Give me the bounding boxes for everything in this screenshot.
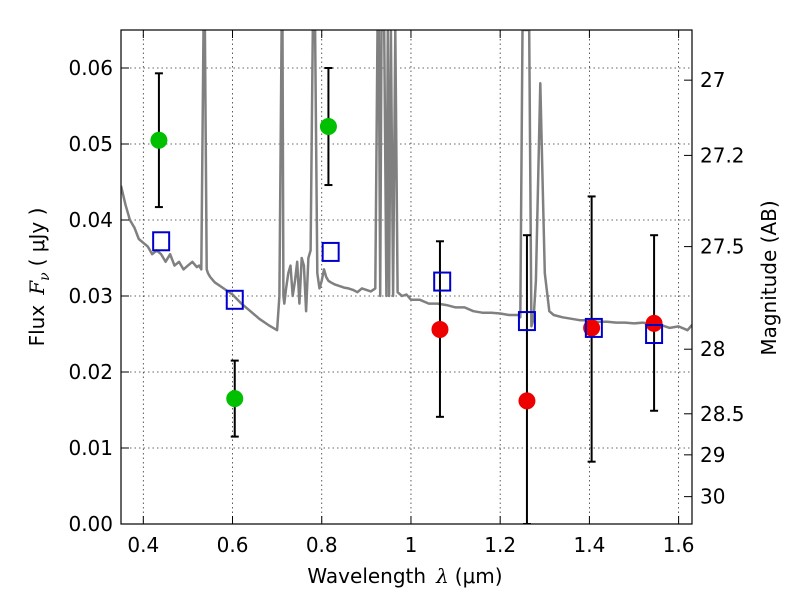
x-tick-label: 0.4 bbox=[127, 533, 159, 557]
y-tick-label: 0.06 bbox=[68, 56, 113, 80]
model-flux-square bbox=[645, 324, 664, 344]
y-tick-label: 0.03 bbox=[68, 284, 113, 308]
model-flux-square bbox=[152, 231, 171, 252]
x-tick-label: 0.8 bbox=[306, 533, 338, 557]
model-flux-square bbox=[584, 317, 603, 338]
model-flux-square bbox=[321, 241, 340, 262]
x-tick-label: 0.6 bbox=[217, 533, 249, 557]
x-axis-title-symbol: λ bbox=[435, 564, 449, 588]
marker-layer bbox=[150, 118, 664, 410]
tick-layer bbox=[121, 30, 692, 525]
x-axis-title-unit: (μm) bbox=[455, 564, 503, 588]
y-axis-title-subscript: ν bbox=[37, 272, 53, 281]
x-tick-label: 1.2 bbox=[484, 533, 516, 557]
y2-axis-title: Magnitude (AB) bbox=[757, 200, 781, 355]
plot-frame bbox=[120, 29, 693, 525]
y2-tick-label: 27.5 bbox=[700, 235, 745, 259]
x-tick-label: 1.6 bbox=[663, 533, 695, 557]
model-spectrum-line bbox=[121, 30, 692, 332]
y-tick-label: 0.01 bbox=[68, 436, 113, 460]
grid-layer bbox=[121, 30, 692, 524]
x-axis-title-prefix: Wavelength bbox=[307, 564, 426, 588]
y-tick-label: 0.04 bbox=[68, 208, 113, 232]
photometry-point bbox=[319, 118, 337, 136]
photometry-point bbox=[150, 131, 168, 149]
y-axis-title: Flux Fν ( μJy ) bbox=[25, 208, 53, 347]
photometry-point bbox=[431, 320, 449, 338]
y2-tick-label: 27.2 bbox=[700, 143, 745, 167]
x-axis-title: Wavelength λ (μm) bbox=[307, 564, 502, 588]
y-tick-label: 0.00 bbox=[68, 512, 113, 536]
x-tick-label: 1.4 bbox=[573, 533, 605, 557]
photometry-point bbox=[645, 314, 663, 332]
y2-tick-label: 29 bbox=[700, 443, 725, 467]
y2-tick-label: 28.5 bbox=[700, 402, 745, 426]
tick-label-layer: 0.4 0.6 0.8 1 1.2 1.4 1.6 0.00 0.01 0.02 0.03 0.04 0… bbox=[68, 56, 744, 557]
y-axis-title-prefix: Flux bbox=[25, 305, 49, 347]
photometry-point bbox=[518, 392, 536, 410]
x-tick-label: 1 bbox=[405, 533, 418, 557]
model-spectrum-layer bbox=[121, 30, 692, 332]
y-tick-label: 0.05 bbox=[68, 132, 113, 156]
photometry-point bbox=[226, 390, 244, 408]
y-tick-label: 0.02 bbox=[68, 360, 113, 384]
y-axis-title-symbol: F bbox=[25, 280, 49, 296]
y-axis-title-unit: ( μJy ) bbox=[25, 208, 49, 267]
y2-tick-label: 27 bbox=[700, 68, 725, 92]
model-flux-square bbox=[433, 271, 452, 292]
model-flux-square bbox=[517, 311, 536, 332]
model-flux-square bbox=[225, 289, 244, 310]
y2-tick-label: 30 bbox=[700, 485, 725, 509]
y2-tick-label: 28 bbox=[700, 337, 725, 361]
